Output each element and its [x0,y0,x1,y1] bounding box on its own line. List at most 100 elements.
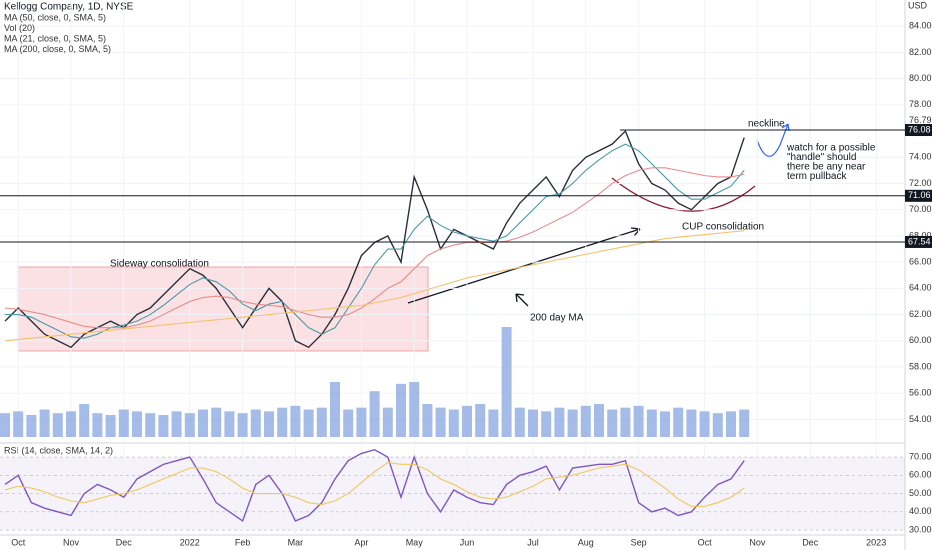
volume-bar [646,409,657,437]
volume-bar [462,405,472,437]
volume-bar [580,405,591,437]
volume-bar [422,404,433,437]
volume-bar [686,409,697,437]
y-tick-label: 54.00 [909,414,932,424]
x-tick-label: Oct [11,537,26,547]
rsi-tick-label: 50.00 [909,488,932,498]
volume-bar [673,407,684,437]
annotation: 200 day MA [530,313,584,324]
level-tag [905,235,932,248]
x-tick-label: Mar [288,537,304,547]
volume-bar [739,409,750,437]
level-label: 71.06 [908,190,931,200]
x-tick-label: Feb [235,537,251,547]
x-tick-label: Nov [63,537,80,547]
volume-bar [237,413,248,437]
level-label: 67.54 [908,236,931,246]
x-tick-label: Jun [460,537,475,547]
level-tag [905,124,932,137]
volume-bar [290,405,301,437]
volume-bar [224,411,235,437]
volume-bar [382,407,393,437]
y-tick-label: 80.00 [909,73,932,83]
volume-bar [633,405,644,437]
y-tick-label: 82.00 [909,47,932,57]
series-line [4,448,745,523]
y-tick-label: 66.00 [909,257,932,267]
y-tick-label: 58.00 [909,361,932,371]
volume-bar [264,411,274,437]
volume-bar [567,409,578,437]
y-tick-label: 62.00 [909,309,932,319]
x-tick-label: Oct [698,537,713,547]
annotation: neckline [748,119,785,130]
volume-bar [39,409,50,437]
handle-arrow [756,123,789,157]
y-tick-label: 70.00 [909,204,932,214]
series-line [4,167,745,329]
volume-bar [145,413,156,437]
rsi-tick-label: 70.00 [909,451,932,461]
annotation: "handle" should [787,152,856,163]
series-line [5,143,745,339]
legend-entry: MA (200, close, 0, SMA, 5) [4,44,111,54]
volume-bar [541,411,552,437]
volume-bar [356,407,367,437]
volume-bar [712,413,723,437]
x-tick-label: Sep [631,537,647,547]
level-label: 76.08 [908,124,931,134]
annotation: CUP consolidation [682,222,764,233]
volume-bar [277,407,288,437]
y-tick-label: 68.00 [909,230,932,240]
volume-bar [211,407,222,437]
volume-bar [105,415,116,437]
legend-entry: MA (50, close, 0, SMA, 5) [4,12,106,22]
volume-bar [501,327,512,437]
y-tick-label: 60.00 [909,335,932,345]
last-price-label: 76.79 [909,115,932,125]
volume-bar [171,411,182,437]
volume-bar [660,411,670,437]
chart-title: Kellogg Company, 1D, NYSE [4,2,134,13]
y-tick-label: 72.00 [909,178,932,188]
volume-bar [528,409,538,437]
y-tick-label: 84.00 [909,21,932,31]
volume-bar [66,411,76,437]
volume-bar [369,391,380,437]
volume-bar [13,411,24,437]
x-tick-label: May [406,537,424,547]
annotation: watch for a possible [786,143,876,154]
volume-bar [92,413,103,437]
volume-bar [726,411,736,437]
volume-bar [620,407,631,437]
legend-entry: MA (21, close, 0, SMA, 5) [4,33,106,43]
volume-bar [118,409,129,437]
volume-bar [699,411,710,437]
volume-bar [52,413,63,437]
volume-bar [330,382,340,437]
volume-bar [409,382,420,437]
annotation: term pullback [787,171,847,182]
x-tick-label: Aug [578,537,594,547]
x-tick-label: Nov [749,537,766,547]
rsi-tick-label: 40.00 [909,506,932,516]
x-tick-label: 2022 [180,537,200,547]
x-tick-label: Dec [116,537,133,547]
volume-bar [316,407,327,437]
series-line [4,230,745,342]
x-tick-label: 2023 [866,537,886,547]
rsi-tick-label: 30.00 [909,524,932,534]
volume-bar [0,413,10,437]
rsi-tick-label: 60.00 [909,470,932,480]
volume-bar [250,409,261,437]
unit-label: USD [908,0,928,10]
volume-bar [488,409,499,437]
volume-bar [79,404,90,437]
y-tick-label: 64.00 [909,283,932,293]
volume-bar [514,407,525,437]
volume-bar [132,411,142,437]
y-tick-label: 78.00 [909,99,932,109]
volume-bar [594,404,604,437]
